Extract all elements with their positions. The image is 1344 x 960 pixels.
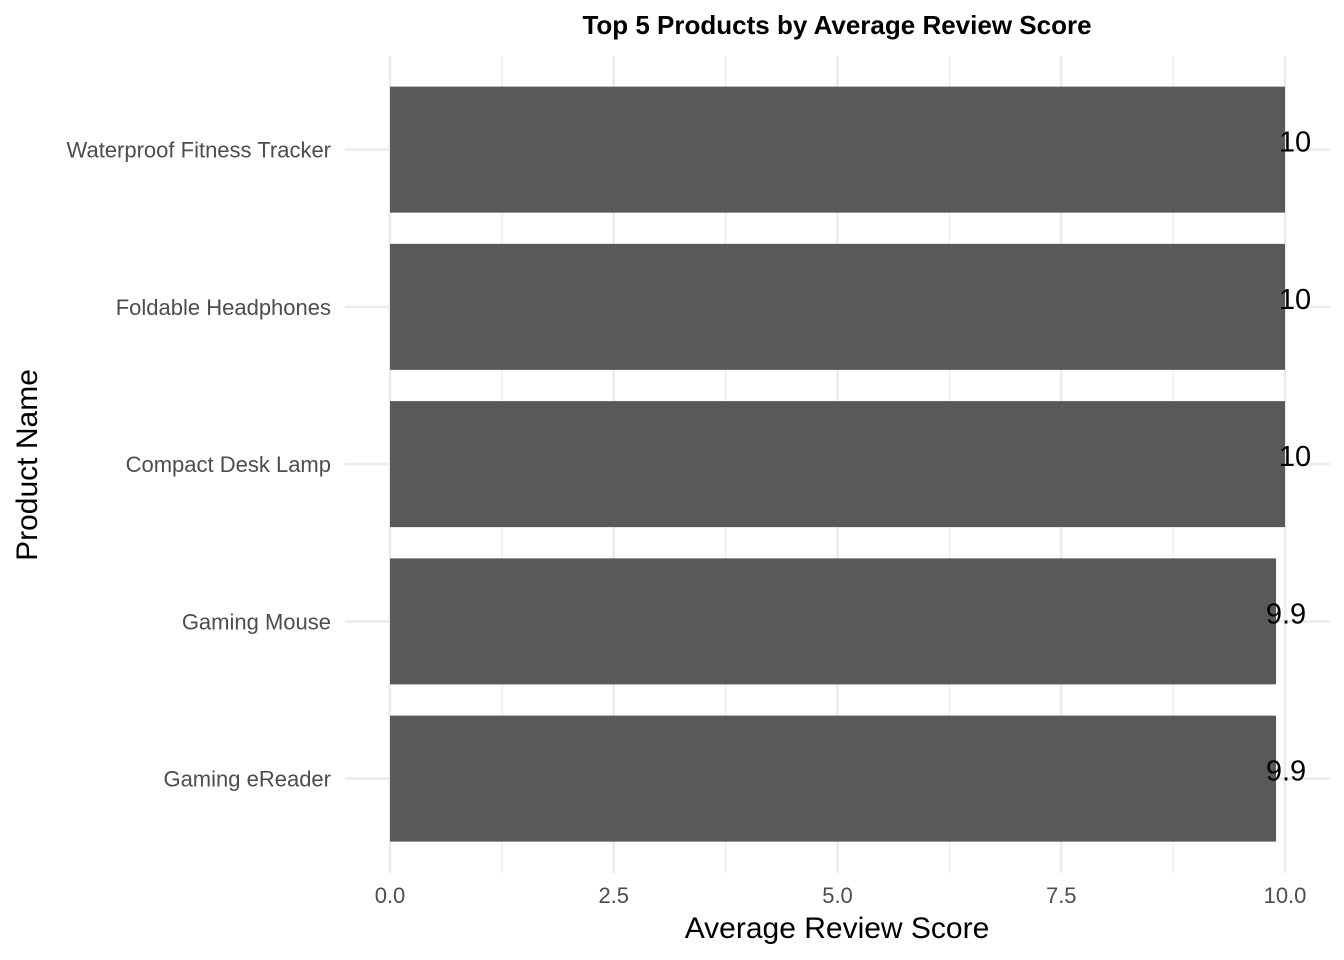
data-label: 9.9 — [1266, 598, 1306, 630]
y-axis-title: Product Name — [11, 369, 44, 561]
bar — [390, 86, 1285, 213]
x-tick-label: 0.0 — [375, 883, 406, 908]
data-label: 10 — [1279, 441, 1311, 473]
data-labels: 10 10 10 9.9 9.9 — [1266, 127, 1311, 788]
bar — [390, 558, 1277, 685]
y-tick-label: Gaming eReader — [163, 767, 331, 792]
x-axis-title: Average Review Score — [685, 912, 990, 945]
chart-title: Top 5 Products by Average Review Score — [582, 10, 1091, 40]
bar — [390, 243, 1285, 370]
x-axis-tick-labels: 0.0 2.5 5.0 7.5 10.0 — [375, 883, 1307, 908]
x-tick-label: 5.0 — [822, 883, 853, 908]
x-tick-label: 10.0 — [1264, 883, 1307, 908]
y-tick-label: Foldable Headphones — [116, 295, 331, 320]
y-axis-tick-labels: Waterproof Fitness Tracker Foldable Headp… — [67, 138, 331, 792]
data-label: 10 — [1279, 284, 1311, 316]
y-tick-label: Waterproof Fitness Tracker — [67, 138, 331, 163]
bar — [390, 715, 1277, 842]
x-tick-label: 7.5 — [1046, 883, 1077, 908]
bars — [390, 86, 1285, 842]
y-tick-label: Gaming Mouse — [182, 609, 331, 634]
bar — [390, 401, 1285, 528]
y-tick-label: Compact Desk Lamp — [126, 452, 331, 477]
data-label: 10 — [1279, 127, 1311, 159]
x-tick-label: 2.5 — [598, 883, 629, 908]
data-label: 9.9 — [1266, 756, 1306, 788]
